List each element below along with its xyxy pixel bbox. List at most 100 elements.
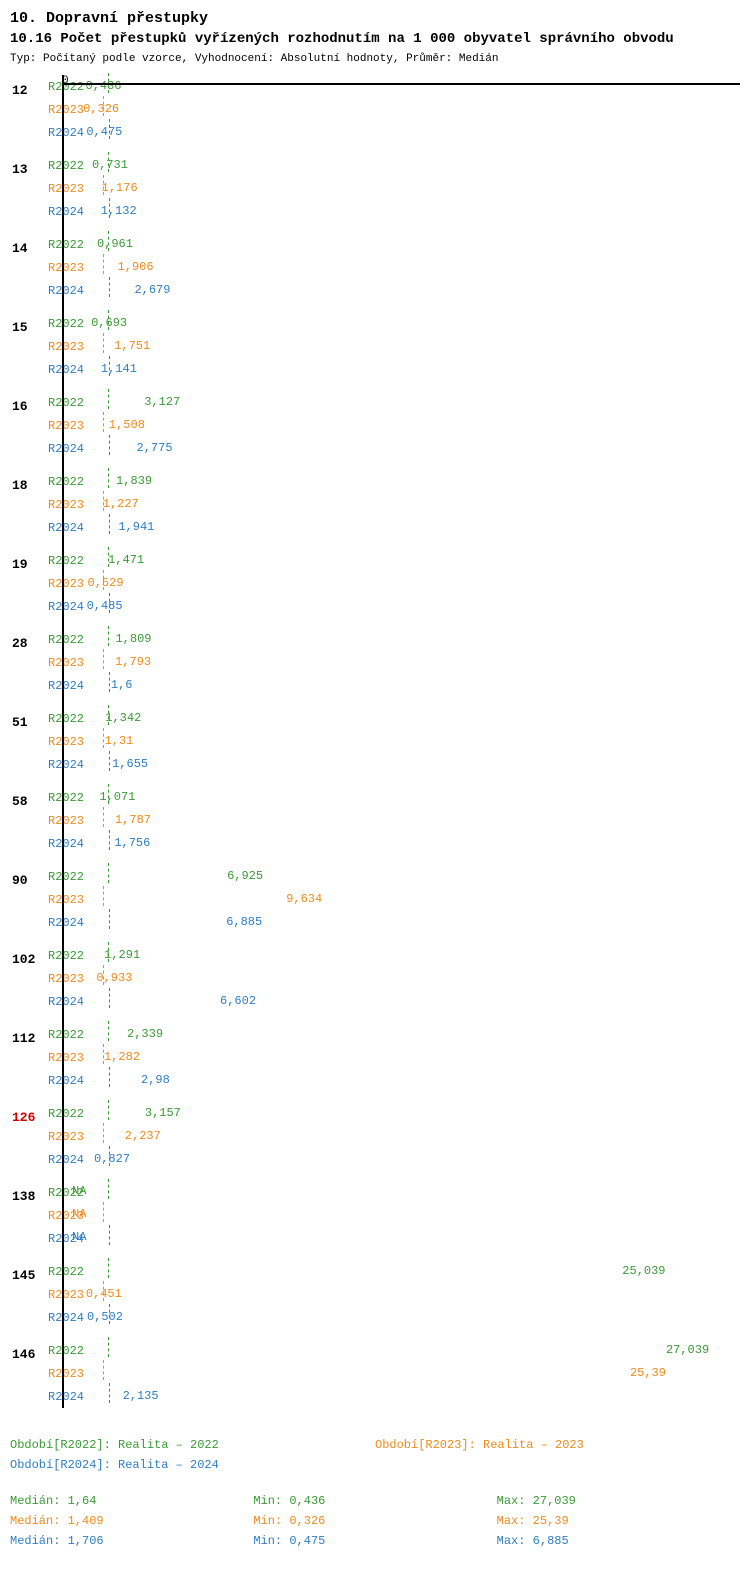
bar-track-16-R2023[interactable]: 1,508 bbox=[72, 417, 105, 433]
bar-51-R2024[interactable]: 1,655 bbox=[72, 756, 108, 772]
bar-track-146-R2023[interactable]: 25,39 bbox=[72, 1365, 626, 1381]
bar-track-51-R2024[interactable]: 1,655 bbox=[72, 756, 108, 772]
bar-value-label-145-R2022: 25,039 bbox=[618, 1264, 665, 1278]
bar-14-R2022[interactable]: 0,961 bbox=[72, 236, 93, 252]
bar-track-19-R2022[interactable]: 1,471 bbox=[72, 552, 104, 568]
bar-track-12-R2024[interactable]: 0,475 bbox=[72, 124, 82, 140]
bar-track-16-R2022[interactable]: 3,127 bbox=[72, 394, 140, 410]
bar-track-15-R2023[interactable]: 1,751 bbox=[72, 338, 110, 354]
bar-16-R2022[interactable]: 3,127 bbox=[72, 394, 140, 410]
bar-track-18-R2022[interactable]: 1,839 bbox=[72, 473, 112, 489]
bar-track-12-R2023[interactable]: 0,326 bbox=[72, 101, 79, 117]
bar-15-R2023[interactable]: 1,751 bbox=[72, 338, 110, 354]
bar-28-R2022[interactable]: 1,809 bbox=[72, 631, 111, 647]
bar-track-51-R2022[interactable]: 1,342 bbox=[72, 710, 101, 726]
bar-18-R2024[interactable]: 1,941 bbox=[72, 519, 114, 535]
bar-19-R2024[interactable]: 0,485 bbox=[72, 598, 83, 614]
bar-145-R2024[interactable]: 0,502 bbox=[72, 1309, 83, 1325]
bar-90-R2023[interactable]: 9,634 bbox=[72, 891, 282, 907]
bar-28-R2023[interactable]: 1,793 bbox=[72, 654, 111, 670]
bar-102-R2024[interactable]: 6,602 bbox=[72, 993, 216, 1009]
bar-13-R2023[interactable]: 1,176 bbox=[72, 180, 98, 196]
bar-track-126-R2023[interactable]: 2,237 bbox=[72, 1128, 121, 1144]
bar-14-R2023[interactable]: 1,906 bbox=[72, 259, 114, 275]
bar-track-90-R2023[interactable]: 9,634 bbox=[72, 891, 282, 907]
bar-track-102-R2023[interactable]: 0,933 bbox=[72, 970, 92, 986]
bar-16-R2023[interactable]: 1,508 bbox=[72, 417, 105, 433]
bar-track-13-R2022[interactable]: 0,731 bbox=[72, 157, 88, 173]
bar-track-19-R2024[interactable]: 0,485 bbox=[72, 598, 83, 614]
bar-track-28-R2022[interactable]: 1,809 bbox=[72, 631, 111, 647]
bar-90-R2024[interactable]: 6,885 bbox=[72, 914, 222, 930]
bar-51-R2023[interactable]: 1,31 bbox=[72, 733, 101, 749]
bar-19-R2022[interactable]: 1,471 bbox=[72, 552, 104, 568]
bar-102-R2023[interactable]: 0,933 bbox=[72, 970, 92, 986]
bar-track-112-R2024[interactable]: 2,98 bbox=[72, 1072, 137, 1088]
bar-track-15-R2024[interactable]: 1,141 bbox=[72, 361, 97, 377]
bar-track-16-R2024[interactable]: 2,775 bbox=[72, 440, 133, 456]
bar-track-102-R2024[interactable]: 6,602 bbox=[72, 993, 216, 1009]
bar-track-28-R2023[interactable]: 1,793 bbox=[72, 654, 111, 670]
bar-146-R2024[interactable]: 2,135 bbox=[72, 1388, 119, 1404]
bar-14-R2024[interactable]: 2,679 bbox=[72, 282, 130, 298]
bar-track-18-R2024[interactable]: 1,941 bbox=[72, 519, 114, 535]
bar-12-R2022[interactable]: 0,436 bbox=[72, 78, 82, 94]
bar-track-14-R2022[interactable]: 0,961 bbox=[72, 236, 93, 252]
bar-value-label-51-R2022: 1,342 bbox=[101, 711, 141, 725]
bar-track-90-R2024[interactable]: 6,885 bbox=[72, 914, 222, 930]
bar-track-126-R2024[interactable]: 0,827 bbox=[72, 1151, 90, 1167]
bar-16-R2024[interactable]: 2,775 bbox=[72, 440, 133, 456]
bar-track-146-R2024[interactable]: 2,135 bbox=[72, 1388, 119, 1404]
bar-track-112-R2022[interactable]: 2,339 bbox=[72, 1026, 123, 1042]
bar-track-145-R2022[interactable]: 25,039 bbox=[72, 1263, 618, 1279]
bar-track-12-R2022[interactable]: 0,436 bbox=[72, 78, 82, 94]
bar-28-R2024[interactable]: 1,6 bbox=[72, 677, 107, 693]
bar-15-R2022[interactable]: 0,693 bbox=[72, 315, 87, 331]
bar-146-R2023[interactable]: 25,39 bbox=[72, 1365, 626, 1381]
bar-90-R2022[interactable]: 6,925 bbox=[72, 868, 223, 884]
bar-58-R2023[interactable]: 1,787 bbox=[72, 812, 111, 828]
bar-track-28-R2024[interactable]: 1,6 bbox=[72, 677, 107, 693]
bar-track-126-R2022[interactable]: 3,157 bbox=[72, 1105, 141, 1121]
bar-146-R2022[interactable]: 27,039 bbox=[72, 1342, 662, 1358]
bar-145-R2023[interactable]: 0,451 bbox=[72, 1286, 82, 1302]
bar-102-R2022[interactable]: 1,291 bbox=[72, 947, 100, 963]
bar-126-R2023[interactable]: 2,237 bbox=[72, 1128, 121, 1144]
bar-12-R2024[interactable]: 0,475 bbox=[72, 124, 82, 140]
bar-track-18-R2023[interactable]: 1,227 bbox=[72, 496, 99, 512]
bar-126-R2024[interactable]: 0,827 bbox=[72, 1151, 90, 1167]
bar-track-14-R2023[interactable]: 1,906 bbox=[72, 259, 114, 275]
bar-19-R2023[interactable]: 0,529 bbox=[72, 575, 84, 591]
bar-15-R2024[interactable]: 1,141 bbox=[72, 361, 97, 377]
bar-145-R2022[interactable]: 25,039 bbox=[72, 1263, 618, 1279]
bar-track-14-R2024[interactable]: 2,679 bbox=[72, 282, 130, 298]
bar-58-R2024[interactable]: 1,756 bbox=[72, 835, 110, 851]
bar-track-15-R2022[interactable]: 0,693 bbox=[72, 315, 87, 331]
bar-track-51-R2023[interactable]: 1,31 bbox=[72, 733, 101, 749]
bar-track-58-R2023[interactable]: 1,787 bbox=[72, 812, 111, 828]
bar-13-R2022[interactable]: 0,731 bbox=[72, 157, 88, 173]
bar-track-145-R2024[interactable]: 0,502 bbox=[72, 1309, 83, 1325]
bar-row-18-R2023: R2023 1,227 bbox=[10, 493, 750, 516]
bar-track-146-R2022[interactable]: 27,039 bbox=[72, 1342, 662, 1358]
bar-58-R2022[interactable]: 1,071 bbox=[72, 789, 95, 805]
bar-126-R2022[interactable]: 3,157 bbox=[72, 1105, 141, 1121]
bar-13-R2024[interactable]: 1,132 bbox=[72, 203, 97, 219]
bar-112-R2023[interactable]: 1,282 bbox=[72, 1049, 100, 1065]
bar-track-145-R2023[interactable]: 0,451 bbox=[72, 1286, 82, 1302]
bar-12-R2023[interactable]: 0,326 bbox=[72, 101, 79, 117]
bar-112-R2024[interactable]: 2,98 bbox=[72, 1072, 137, 1088]
bar-track-58-R2022[interactable]: 1,071 bbox=[72, 789, 95, 805]
bar-track-13-R2023[interactable]: 1,176 bbox=[72, 180, 98, 196]
bar-track-102-R2022[interactable]: 1,291 bbox=[72, 947, 100, 963]
bar-112-R2022[interactable]: 2,339 bbox=[72, 1026, 123, 1042]
bar-value-label-51-R2023: 1,31 bbox=[101, 734, 134, 748]
bar-track-58-R2024[interactable]: 1,756 bbox=[72, 835, 110, 851]
bar-track-13-R2024[interactable]: 1,132 bbox=[72, 203, 97, 219]
bar-track-90-R2022[interactable]: 6,925 bbox=[72, 868, 223, 884]
bar-18-R2023[interactable]: 1,227 bbox=[72, 496, 99, 512]
bar-track-112-R2023[interactable]: 1,282 bbox=[72, 1049, 100, 1065]
bar-track-19-R2023[interactable]: 0,529 bbox=[72, 575, 84, 591]
bar-51-R2022[interactable]: 1,342 bbox=[72, 710, 101, 726]
bar-18-R2022[interactable]: 1,839 bbox=[72, 473, 112, 489]
